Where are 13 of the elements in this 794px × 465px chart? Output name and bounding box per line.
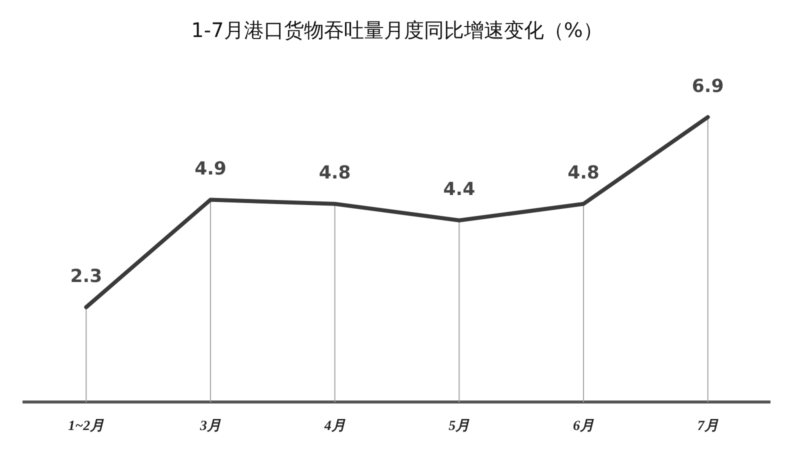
x-tick-label: 4月 — [323, 419, 346, 434]
data-label: 6.9 — [692, 76, 724, 97]
chart-title: 1-7月港口货物吞吐量月度同比增速变化（%） — [191, 18, 603, 42]
data-label: 2.3 — [70, 266, 102, 287]
data-label: 4.4 — [443, 179, 476, 200]
x-tick-label: 7月 — [697, 419, 718, 434]
data-label: 4.8 — [568, 162, 600, 184]
data-label: 4.8 — [318, 162, 351, 184]
data-label: 4.9 — [194, 158, 226, 180]
x-tick-label: 1~2月 — [68, 419, 104, 434]
x-tick-label: 6月 — [573, 419, 594, 434]
x-tick-label: 5月 — [448, 419, 470, 434]
x-tick-label: 3月 — [199, 419, 221, 434]
